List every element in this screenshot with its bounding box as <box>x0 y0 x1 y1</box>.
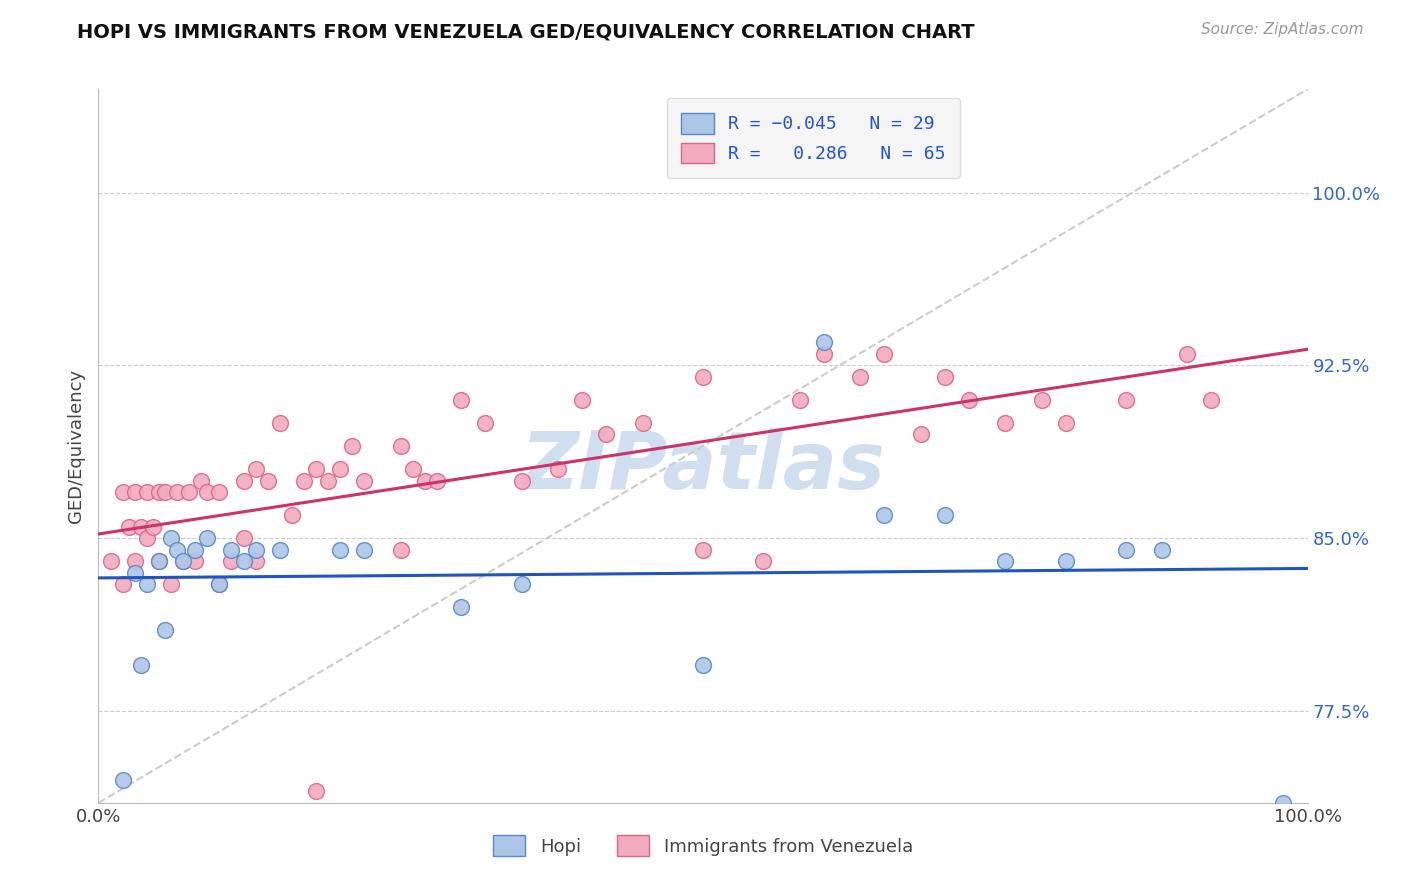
Point <box>208 577 231 591</box>
Point <box>389 439 412 453</box>
Point <box>135 531 157 545</box>
Point <box>195 485 218 500</box>
Point <box>402 462 425 476</box>
Point <box>148 554 170 568</box>
Point <box>571 392 593 407</box>
Point <box>994 416 1017 430</box>
Point <box>111 772 134 787</box>
Point <box>752 554 775 568</box>
Point <box>595 427 617 442</box>
Point <box>510 474 533 488</box>
Point <box>450 392 472 407</box>
Point <box>124 566 146 580</box>
Point <box>100 554 122 568</box>
Point <box>142 519 165 533</box>
Point <box>1115 392 1137 407</box>
Point <box>316 474 339 488</box>
Point <box>269 416 291 430</box>
Point <box>1115 542 1137 557</box>
Point <box>245 554 267 568</box>
Point <box>153 485 176 500</box>
Point <box>208 485 231 500</box>
Point <box>153 623 176 637</box>
Point <box>245 462 267 476</box>
Point <box>547 462 569 476</box>
Point <box>849 370 872 384</box>
Point <box>1054 554 1077 568</box>
Point <box>426 474 449 488</box>
Point <box>232 474 254 488</box>
Point <box>160 577 183 591</box>
Point <box>353 542 375 557</box>
Point <box>281 508 304 522</box>
Point <box>305 784 328 798</box>
Point <box>329 542 352 557</box>
Y-axis label: GED/Equivalency: GED/Equivalency <box>66 369 84 523</box>
Point <box>450 600 472 615</box>
Point <box>232 554 254 568</box>
Point <box>292 474 315 488</box>
Point <box>813 347 835 361</box>
Point <box>245 542 267 557</box>
Text: HOPI VS IMMIGRANTS FROM VENEZUELA GED/EQUIVALENCY CORRELATION CHART: HOPI VS IMMIGRANTS FROM VENEZUELA GED/EQ… <box>77 22 974 41</box>
Point <box>510 577 533 591</box>
Point <box>111 485 134 500</box>
Point <box>353 474 375 488</box>
Point <box>789 392 811 407</box>
Point <box>179 485 201 500</box>
Point <box>195 531 218 545</box>
Point <box>221 542 243 557</box>
Point <box>184 554 207 568</box>
Text: ZIPatlas: ZIPatlas <box>520 428 886 507</box>
Point <box>256 474 278 488</box>
Point <box>1152 542 1174 557</box>
Point <box>1199 392 1222 407</box>
Point <box>413 474 436 488</box>
Point <box>1272 796 1295 810</box>
Point <box>148 485 170 500</box>
Point <box>813 335 835 350</box>
Point <box>184 542 207 557</box>
Point <box>232 531 254 545</box>
Point <box>389 542 412 557</box>
Point <box>631 416 654 430</box>
Point <box>166 485 188 500</box>
Point <box>129 657 152 672</box>
Point <box>1175 347 1198 361</box>
Point <box>873 508 896 522</box>
Point <box>190 474 212 488</box>
Point <box>873 347 896 361</box>
Point <box>118 519 141 533</box>
Point <box>269 542 291 557</box>
Point <box>329 462 352 476</box>
Legend: Hopi, Immigrants from Venezuela: Hopi, Immigrants from Venezuela <box>484 826 922 865</box>
Point <box>135 485 157 500</box>
Point <box>692 657 714 672</box>
Point <box>148 554 170 568</box>
Point <box>692 542 714 557</box>
Point <box>172 554 194 568</box>
Point <box>111 577 134 591</box>
Point <box>172 554 194 568</box>
Text: Source: ZipAtlas.com: Source: ZipAtlas.com <box>1201 22 1364 37</box>
Point <box>135 577 157 591</box>
Point <box>129 519 152 533</box>
Point <box>160 531 183 545</box>
Point <box>934 370 956 384</box>
Point <box>910 427 932 442</box>
Point <box>124 554 146 568</box>
Point <box>305 462 328 476</box>
Point <box>934 508 956 522</box>
Point <box>221 554 243 568</box>
Point <box>994 554 1017 568</box>
Point <box>1054 416 1077 430</box>
Point <box>1031 392 1053 407</box>
Point <box>342 439 364 453</box>
Point <box>957 392 980 407</box>
Point <box>166 542 188 557</box>
Point <box>124 485 146 500</box>
Point <box>208 577 231 591</box>
Point <box>692 370 714 384</box>
Point <box>474 416 496 430</box>
